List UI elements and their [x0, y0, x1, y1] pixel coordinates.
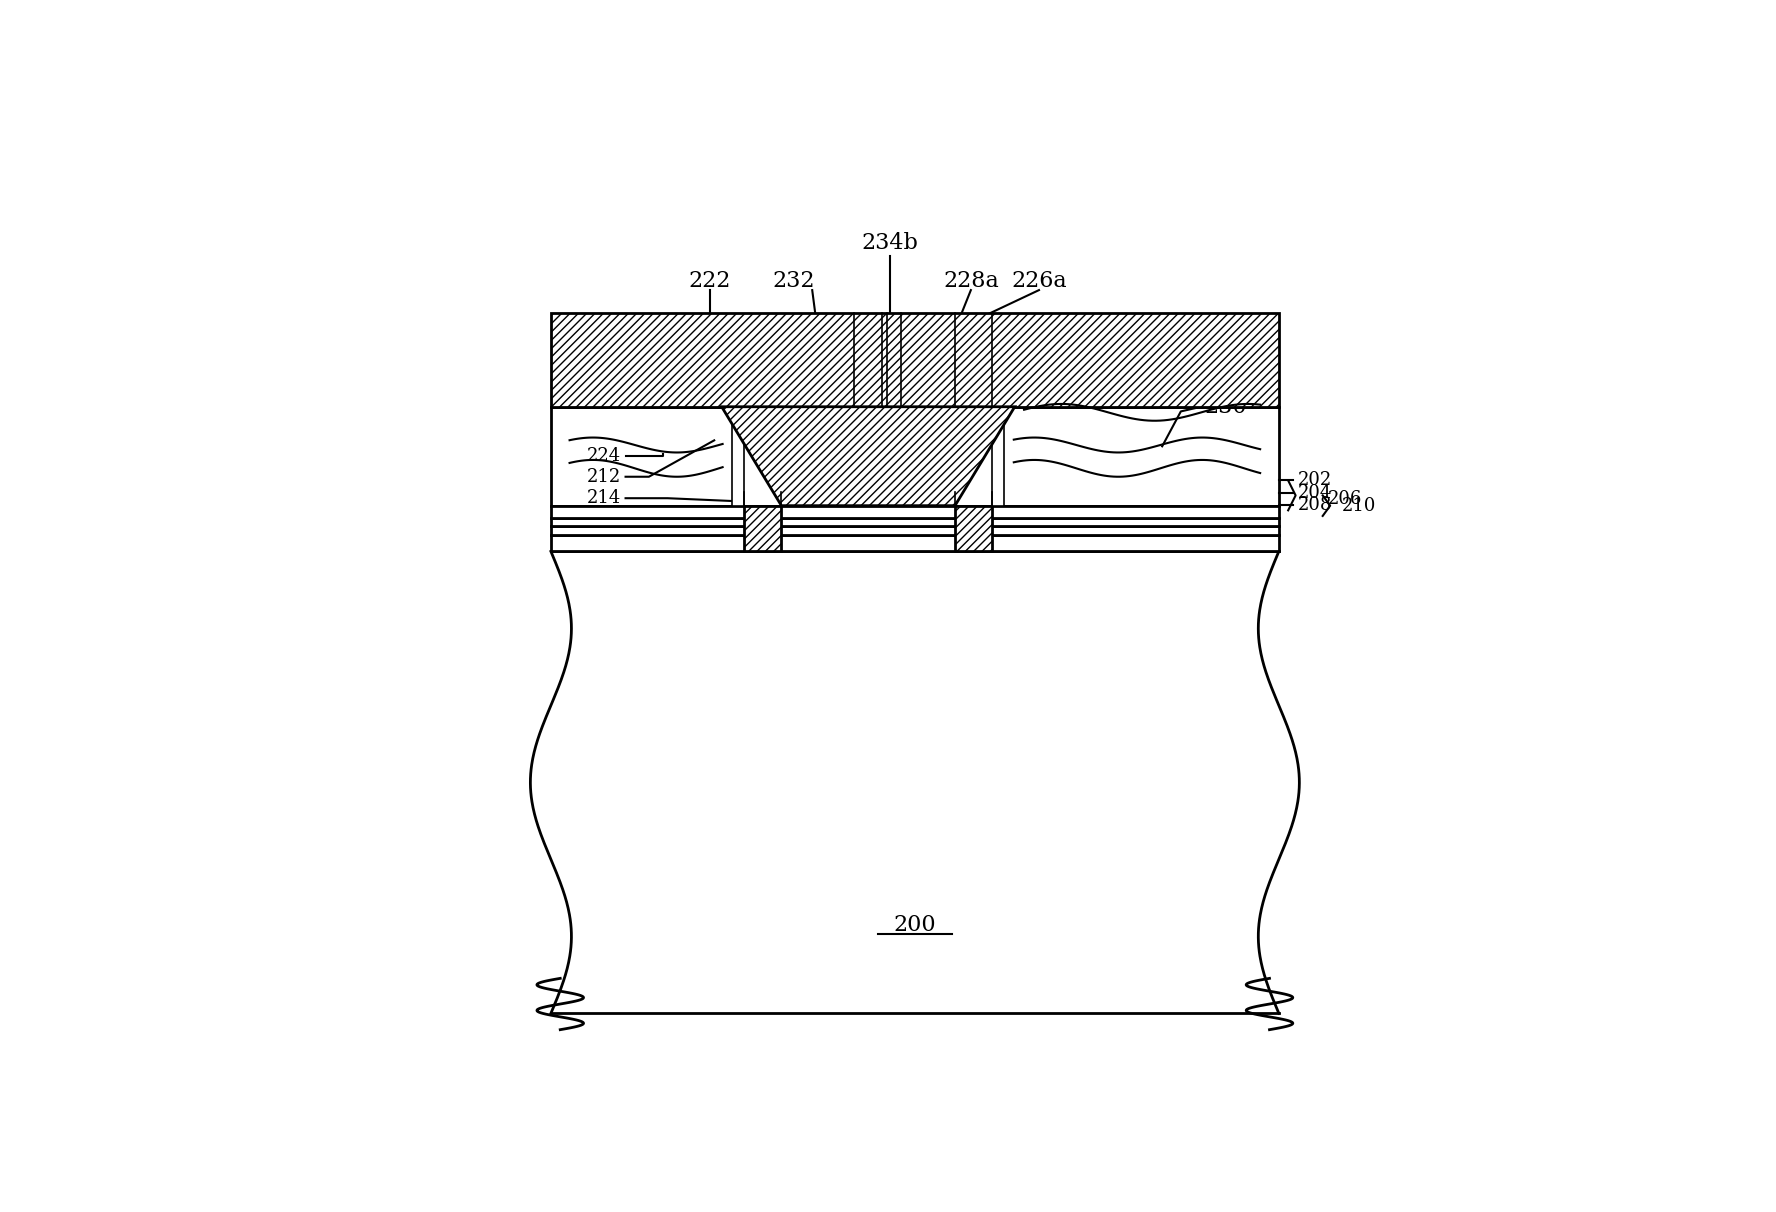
Bar: [943, 407, 955, 505]
Polygon shape: [721, 407, 1014, 505]
Bar: [551, 526, 1279, 534]
Bar: [551, 505, 1279, 518]
Text: 232: 232: [773, 270, 815, 292]
Bar: [955, 505, 993, 551]
Text: 208: 208: [1298, 496, 1332, 514]
Bar: [744, 505, 781, 551]
Text: 212: 212: [586, 468, 622, 486]
Bar: [732, 407, 744, 505]
Bar: [993, 407, 1005, 505]
Text: 204: 204: [1298, 484, 1332, 502]
Text: 234a: 234a: [1204, 339, 1259, 361]
Text: 224: 224: [586, 447, 622, 465]
Text: 234b: 234b: [861, 233, 918, 255]
Bar: [781, 407, 794, 505]
Bar: [551, 314, 1279, 407]
Text: 226a: 226a: [1011, 270, 1067, 292]
Text: 206: 206: [1328, 490, 1362, 508]
Bar: [551, 407, 1279, 505]
Bar: [551, 518, 1279, 526]
Text: 200: 200: [893, 914, 936, 936]
Text: 230: 230: [1204, 396, 1247, 418]
Text: 222: 222: [689, 270, 730, 292]
Text: 210: 210: [1343, 497, 1376, 515]
Text: 202: 202: [1298, 471, 1332, 490]
Text: 214: 214: [586, 490, 622, 507]
Text: 228a: 228a: [943, 270, 998, 292]
Bar: [551, 534, 1279, 551]
